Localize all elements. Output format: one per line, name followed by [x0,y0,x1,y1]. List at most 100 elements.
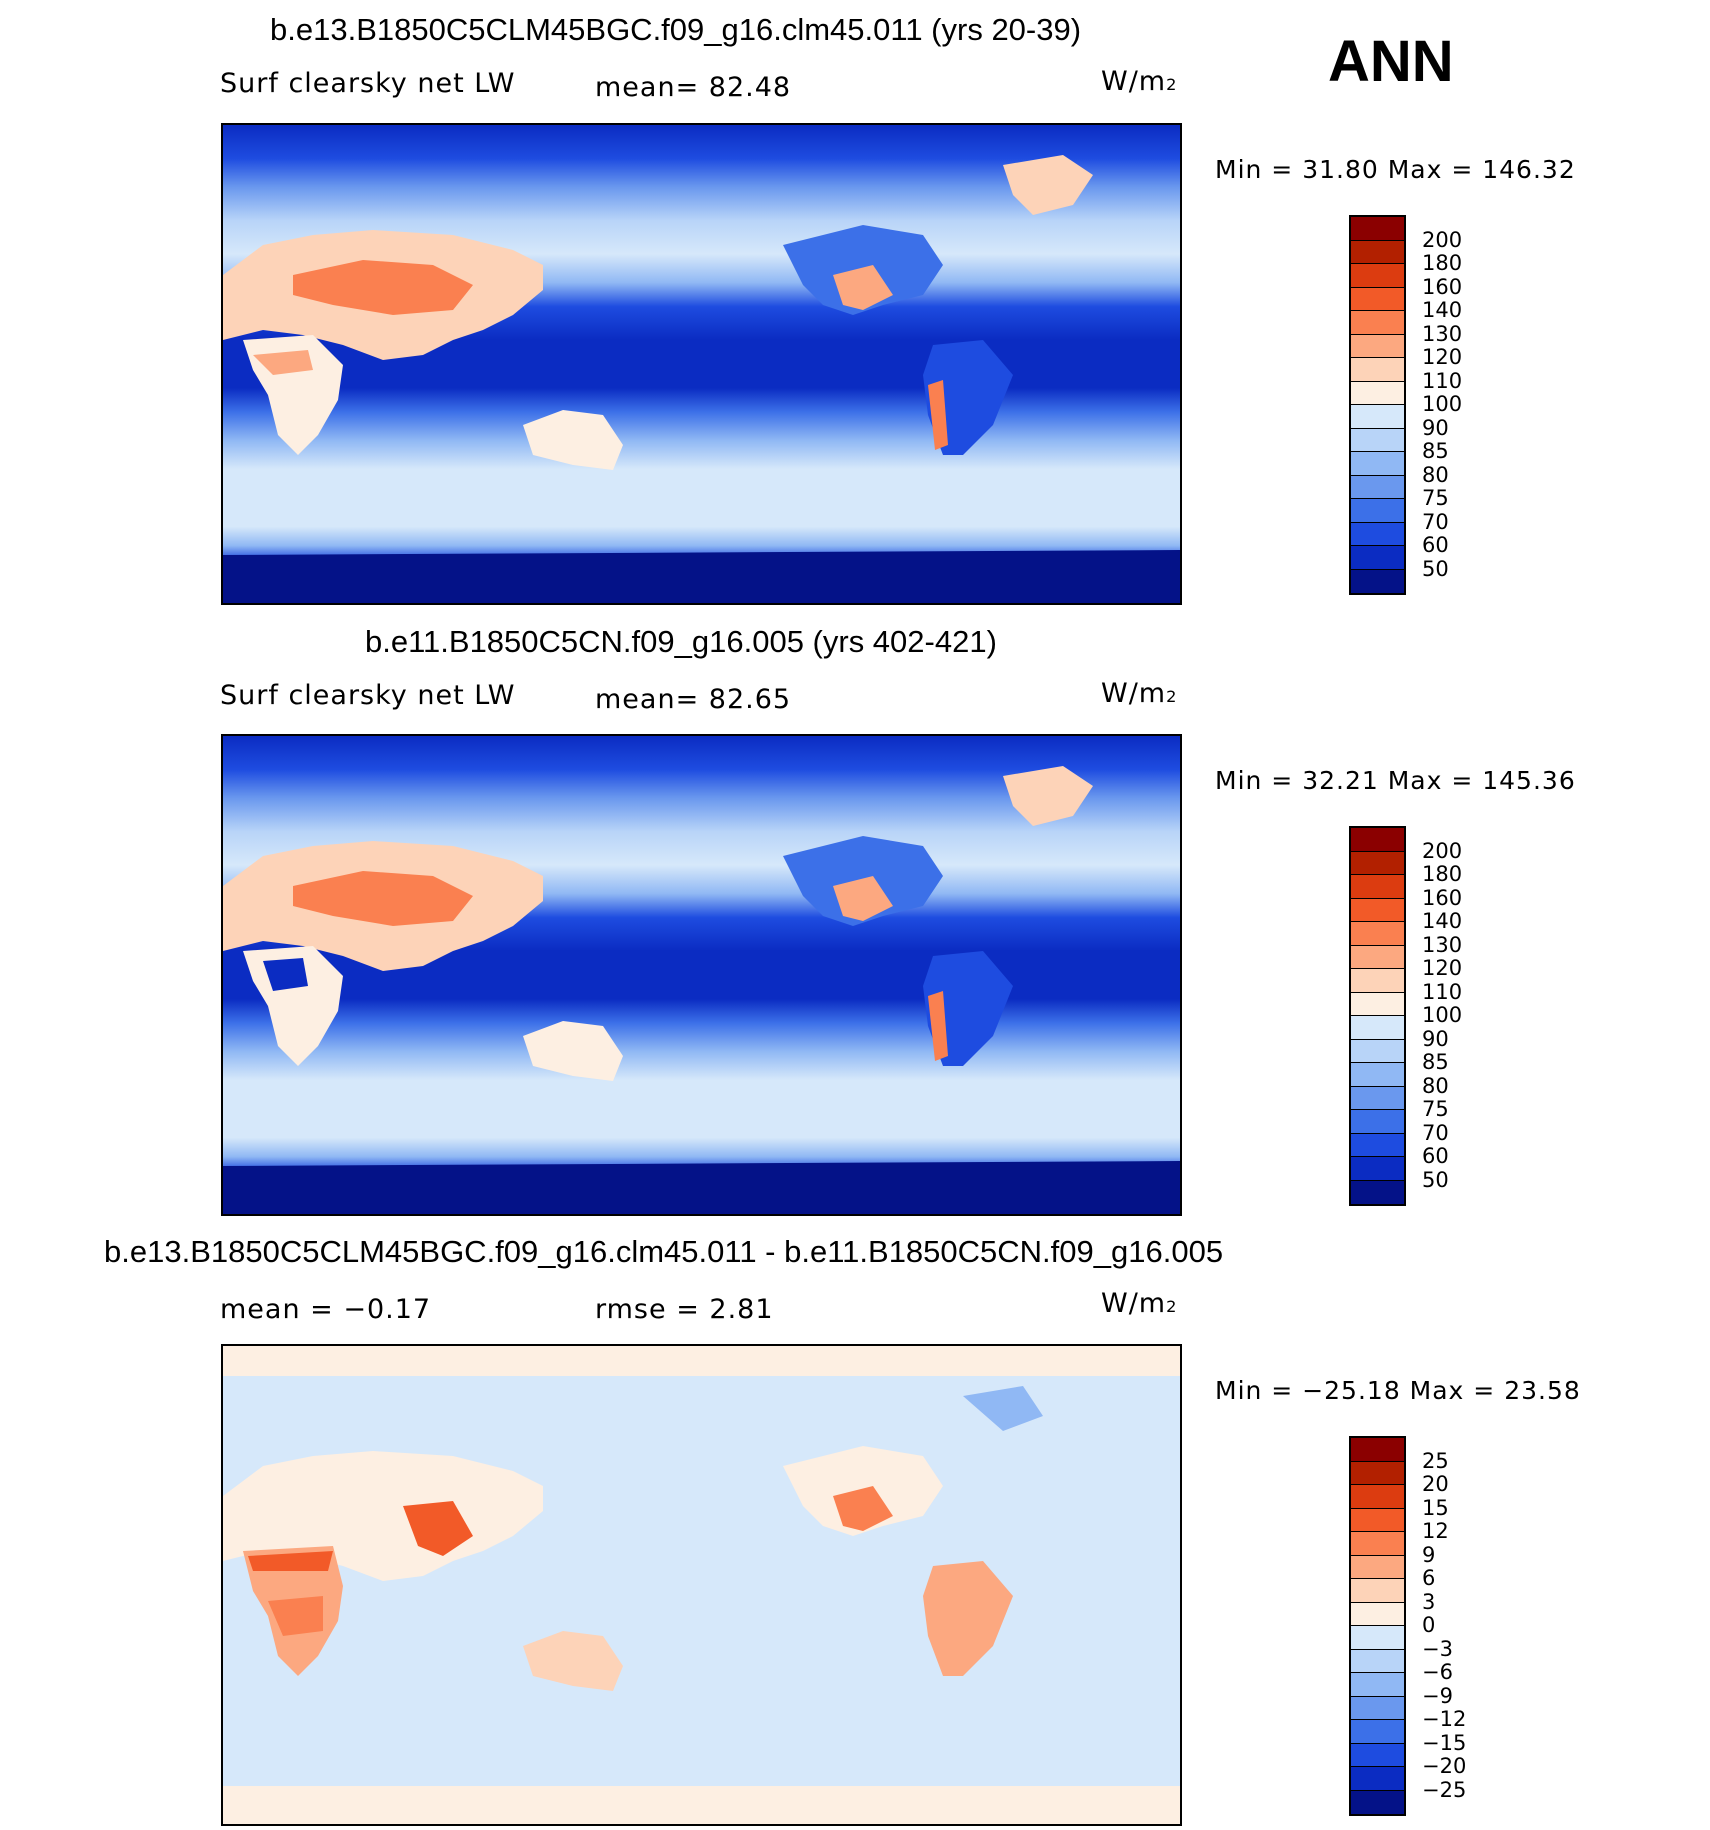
colorbar-swatch [1351,1157,1404,1181]
colorbar-tick-label: −15 [1422,1730,1467,1755]
colorbar-tick-label: 110 [1422,368,1463,393]
colorbar-tick-label: 60 [1422,533,1449,557]
colorbar-swatch [1351,475,1404,499]
colorbar-tick-label: 160 [1422,274,1463,299]
colorbar-swatch [1351,1626,1404,1650]
panel-3-rmse-label: rmse = 2.81 [595,1294,774,1325]
colorbar-tick-label: 160 [1422,885,1463,910]
panel-2-mean-label: mean= 82.65 [595,684,792,715]
colorbar-swatch [1351,1133,1404,1157]
colorbar-swatch [1351,358,1404,382]
colorbar-swatch [1351,1579,1404,1603]
colorbar-tick-label: 180 [1422,862,1463,886]
colorbar-tick-label: −12 [1422,1707,1467,1731]
colorbar-tick-label: 90 [1422,415,1449,440]
colorbar-tick-label: 70 [1422,1120,1449,1145]
colorbar-swatch [1351,452,1404,476]
colorbar-swatch [1351,875,1404,899]
colorbar-swatch [1351,922,1404,946]
colorbar-swatch [1351,1438,1404,1462]
colorbar-swatch [1351,405,1404,429]
colorbar-tick-label: 70 [1422,509,1449,534]
colorbar-tick-label: 9 [1422,1542,1436,1567]
panel-1-variable-label: Surf clearsky net LW [220,68,516,99]
colorbar-swatch [1351,1508,1404,1532]
colorbar-tick-label: 200 [1422,838,1463,863]
colorbar-swatch [1351,828,1404,852]
colorbar-tick-label: 90 [1422,1026,1449,1051]
colorbar-swatch [1351,1461,1404,1485]
colorbar-tick-label: 25 [1422,1448,1449,1473]
panel-2-map [221,734,1182,1216]
colorbar-swatch [1351,287,1404,311]
colorbar-tick-label: 50 [1422,556,1449,581]
colorbar-tick-label: −20 [1422,1754,1467,1778]
panel-3-colorbar-labels: 25 20 15 12 9 6 3 0 −3 −6 −9 −12 −15 −20 −25 [1422,1436,1502,1816]
colorbar-swatch [1351,264,1404,288]
colorbar-tick-label: 80 [1422,462,1449,487]
colorbar-swatch [1351,1555,1404,1579]
colorbar-swatch [1351,1180,1404,1204]
panel-1-mean-label: mean= 82.48 [595,72,792,103]
colorbar-tick-label: 120 [1422,956,1463,980]
colorbar-swatch [1351,1790,1404,1814]
colorbar-swatch [1351,1602,1404,1626]
colorbar-tick-label: 85 [1422,1050,1449,1074]
colorbar-tick-label: 60 [1422,1144,1449,1168]
panel-1-units: W/m2 [1101,66,1178,97]
colorbar-swatch [1351,1016,1404,1040]
colorbar-swatch [1351,522,1404,546]
panel-2-variable-label: Surf clearsky net LW [220,680,516,711]
panel-1-map [221,123,1182,605]
colorbar-swatch [1351,1110,1404,1134]
colorbar-swatch [1351,569,1404,593]
colorbar-tick-label: −6 [1422,1660,1453,1684]
colorbar-swatch [1351,334,1404,358]
colorbar-swatch [1351,1063,1404,1087]
colorbar-tick-label: 20 [1422,1472,1449,1496]
colorbar-tick-label: 6 [1422,1566,1436,1590]
colorbar-swatch [1351,1532,1404,1556]
colorbar-tick-label: 3 [1422,1589,1436,1614]
panel-1-colorbar [1349,215,1406,595]
panel-3-colorbar [1349,1436,1406,1816]
colorbar-tick-label: 130 [1422,932,1463,957]
colorbar-swatch [1351,898,1404,922]
panel-1-minmax: Min = 31.80 Max = 146.32 [1215,155,1576,184]
colorbar-swatch [1351,428,1404,452]
colorbar-tick-label: 100 [1422,1003,1463,1027]
colorbar-swatch [1351,1720,1404,1744]
colorbar-tick-label: −3 [1422,1636,1453,1661]
colorbar-swatch [1351,499,1404,523]
panel-3-map [221,1344,1182,1826]
colorbar-tick-label: 110 [1422,979,1463,1004]
colorbar-tick-label: 80 [1422,1073,1449,1098]
colorbar-tick-label: −25 [1422,1777,1467,1802]
season-label: ANN [1328,29,1454,94]
colorbar-swatch [1351,851,1404,875]
colorbar-swatch [1351,1696,1404,1720]
colorbar-swatch [1351,1743,1404,1767]
panel-3-mean-label: mean = −0.17 [220,1294,432,1325]
colorbar-swatch [1351,945,1404,969]
colorbar-swatch [1351,381,1404,405]
colorbar-tick-label: 50 [1422,1167,1449,1192]
colorbar-tick-label: 140 [1422,909,1463,933]
colorbar-swatch [1351,1673,1404,1697]
panel-2-title: b.e11.B1850C5CN.f09_g16.005 (yrs 402-421… [365,624,997,659]
panel-3-title: b.e13.B1850C5CLM45BGC.f09_g16.clm45.011 … [104,1234,1224,1269]
colorbar-tick-label: 120 [1422,345,1463,369]
colorbar-swatch [1351,546,1404,570]
panel-1-title: b.e13.B1850C5CLM45BGC.f09_g16.clm45.011 … [270,12,1082,47]
panel-2-minmax: Min = 32.21 Max = 145.36 [1215,766,1576,795]
panel-2-colorbar [1349,826,1406,1206]
panel-3-units: W/m2 [1101,1288,1178,1319]
panel-3-minmax: Min = −25.18 Max = 23.58 [1215,1376,1581,1405]
colorbar-swatch [1351,969,1404,993]
colorbar-tick-label: 85 [1422,439,1449,463]
colorbar-tick-label: 180 [1422,251,1463,275]
panel-2-colorbar-labels: 200 180 160 140 130 120 110 100 90 85 80 75 70 60 50 [1422,826,1502,1206]
colorbar-swatch [1351,311,1404,335]
colorbar-tick-label: 12 [1422,1519,1449,1543]
colorbar-tick-label: 75 [1422,1097,1449,1121]
